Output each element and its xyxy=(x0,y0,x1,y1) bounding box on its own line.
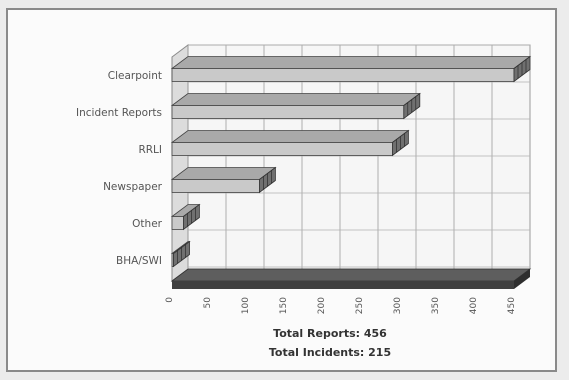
x-tick-label: 300 xyxy=(393,297,403,314)
x-tick-label: 450 xyxy=(507,297,517,314)
x-tick-label: 200 xyxy=(317,297,327,314)
bar xyxy=(170,240,191,268)
bar xyxy=(170,203,201,231)
bar-top xyxy=(170,167,277,180)
bar xyxy=(170,55,532,83)
bar-front xyxy=(171,142,393,156)
bar-front xyxy=(171,105,405,119)
total-incidents: Total Incidents: 215 xyxy=(269,346,391,359)
bar-front xyxy=(171,179,260,193)
bar-front xyxy=(171,216,184,230)
x-tick-label: 400 xyxy=(469,297,479,314)
category-label: Incident Reports xyxy=(76,107,162,119)
x-tick-label: 350 xyxy=(431,297,441,314)
x-tick-label: 50 xyxy=(203,297,213,309)
total-reports: Total Reports: 456 xyxy=(273,327,387,340)
category-label: BHA/SWI xyxy=(116,255,162,267)
floor-end xyxy=(514,269,530,289)
x-tick-label: 0 xyxy=(165,297,175,303)
bar-top xyxy=(170,130,410,143)
category-label: Newspaper xyxy=(103,181,163,193)
x-tick-label: 100 xyxy=(241,297,251,314)
category-label: Other xyxy=(132,218,162,230)
category-label: RRLI xyxy=(138,144,162,156)
category-label: Clearpoint xyxy=(108,70,162,82)
floor-top xyxy=(170,268,532,282)
bar-front xyxy=(171,68,515,82)
bar xyxy=(170,92,421,120)
x-tick-label: 250 xyxy=(355,297,365,314)
bar-top xyxy=(170,56,532,69)
bar xyxy=(170,166,277,194)
bar-top xyxy=(170,93,421,106)
bar xyxy=(170,129,410,157)
x-tick-label: 150 xyxy=(279,297,289,314)
floor-front xyxy=(172,281,514,289)
